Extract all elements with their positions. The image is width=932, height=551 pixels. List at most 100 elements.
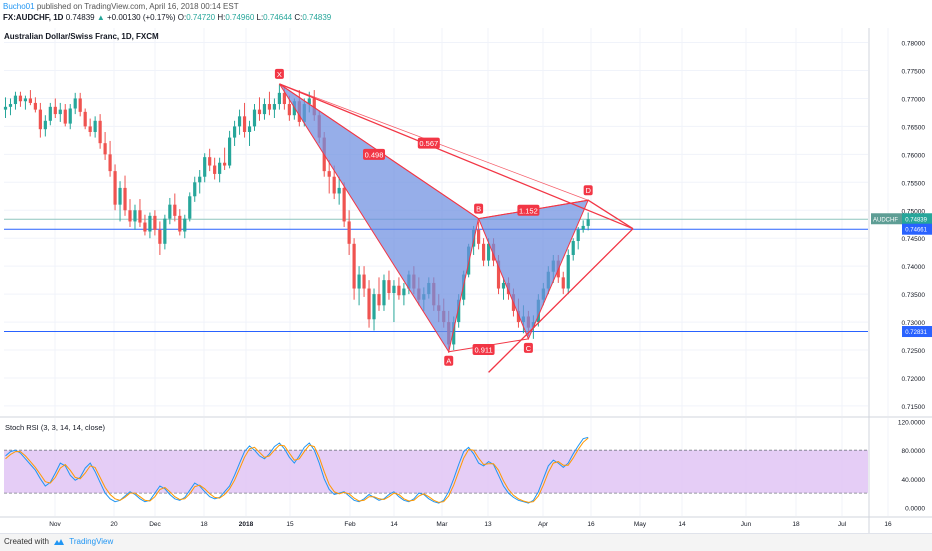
candle [123,175,127,216]
open-label: O: [177,13,187,22]
candle [33,97,37,113]
candle-body [367,288,371,320]
candle-body [53,106,57,115]
time-tick-label: 13 [484,521,492,528]
candle [153,210,157,236]
symbol-tag-box [871,213,902,225]
candle-body [163,218,167,244]
price-line-tag-box [902,223,932,235]
candle [138,199,142,228]
candle [28,90,32,106]
candle [133,204,137,230]
candle-body [93,120,97,132]
candle-body [133,210,137,222]
tradingview-brand[interactable]: TradingView [69,537,114,546]
ratio-label-box [517,204,540,216]
candle [48,102,52,126]
candle-body [272,104,277,110]
candle [53,98,57,119]
candle-body [287,104,291,116]
candle-body [277,92,281,105]
candle-body [178,215,182,232]
candle-body [576,229,580,242]
candle-body [457,299,461,323]
point-label-box [274,68,284,79]
author-link[interactable]: Bucho01 [3,2,35,11]
candle-body [158,229,162,244]
candle-body [252,109,257,127]
candle [218,157,222,183]
candle [262,98,267,120]
created-with-text: Created with [4,537,49,546]
price-tick-label: 0.76500 [902,124,926,131]
candle [38,102,42,138]
candle [108,140,112,177]
candle [277,84,281,110]
candle-body [232,126,237,138]
candle-body [28,98,32,103]
candle [392,280,396,323]
candle-body [23,98,28,102]
candle [477,221,481,250]
candle-body [73,98,77,109]
candle-body [68,108,72,124]
candle [571,238,575,261]
price-tick-label: 0.78000 [902,41,926,48]
candle-body [183,218,187,232]
candle-body [88,126,92,132]
price-line-tag-box [902,326,932,338]
price-tick-label: 0.75000 [902,208,926,215]
candle [13,91,18,110]
point-label: B [476,205,481,214]
candle-body [63,109,67,124]
candle [203,153,207,183]
candle [208,148,212,172]
candle [78,92,82,117]
time-tick-label: 14 [678,521,686,528]
candle [23,95,28,110]
candle [237,109,242,135]
candle-body [138,210,142,223]
candle [402,282,406,306]
candle [178,209,182,236]
candle-body [377,294,381,306]
point-label-box [583,185,593,196]
candle-body [208,157,212,166]
candle [128,199,132,228]
candle-body [501,282,506,289]
price-tick-label: 0.71500 [902,404,926,411]
price-tick-label: 0.73500 [902,292,926,299]
last-price-tag: AUDCHF 0.74839 [871,213,932,225]
candle [566,249,570,295]
candle [362,266,366,297]
candle-body [481,243,486,261]
candle [168,197,172,225]
candle-body [397,285,401,296]
last-price-box [902,213,932,225]
candle-body [477,229,481,244]
candle-body [352,243,356,289]
price-tick-label: 0.76000 [902,152,926,159]
candle [113,164,117,211]
ratio-label-box [472,343,495,355]
price-tick-label: 0.72000 [902,376,926,383]
candle [257,97,262,121]
close-value: 0.74839 [302,13,332,22]
candle [272,98,277,119]
candle-body [43,120,47,130]
candle [232,120,237,146]
symbol-label: FX:AUDCHF, 1D [3,13,64,22]
candle-body [486,243,491,261]
harmonic-pattern: X A B C D 0.498 0.567 1.152 0.911 [274,68,634,373]
time-tick-label: 16 [884,521,892,528]
candle-body [33,102,37,110]
trendline [587,199,634,230]
candle-body [103,143,107,155]
candle-body [38,109,42,130]
candle-body [312,98,316,116]
candle [561,271,565,295]
candle-body [13,95,18,105]
chart-canvas[interactable]: X A B C D 0.498 0.567 1.152 0.911 0.78000 0.77500… [0,0,932,533]
candle [481,238,486,267]
candle [501,277,506,300]
